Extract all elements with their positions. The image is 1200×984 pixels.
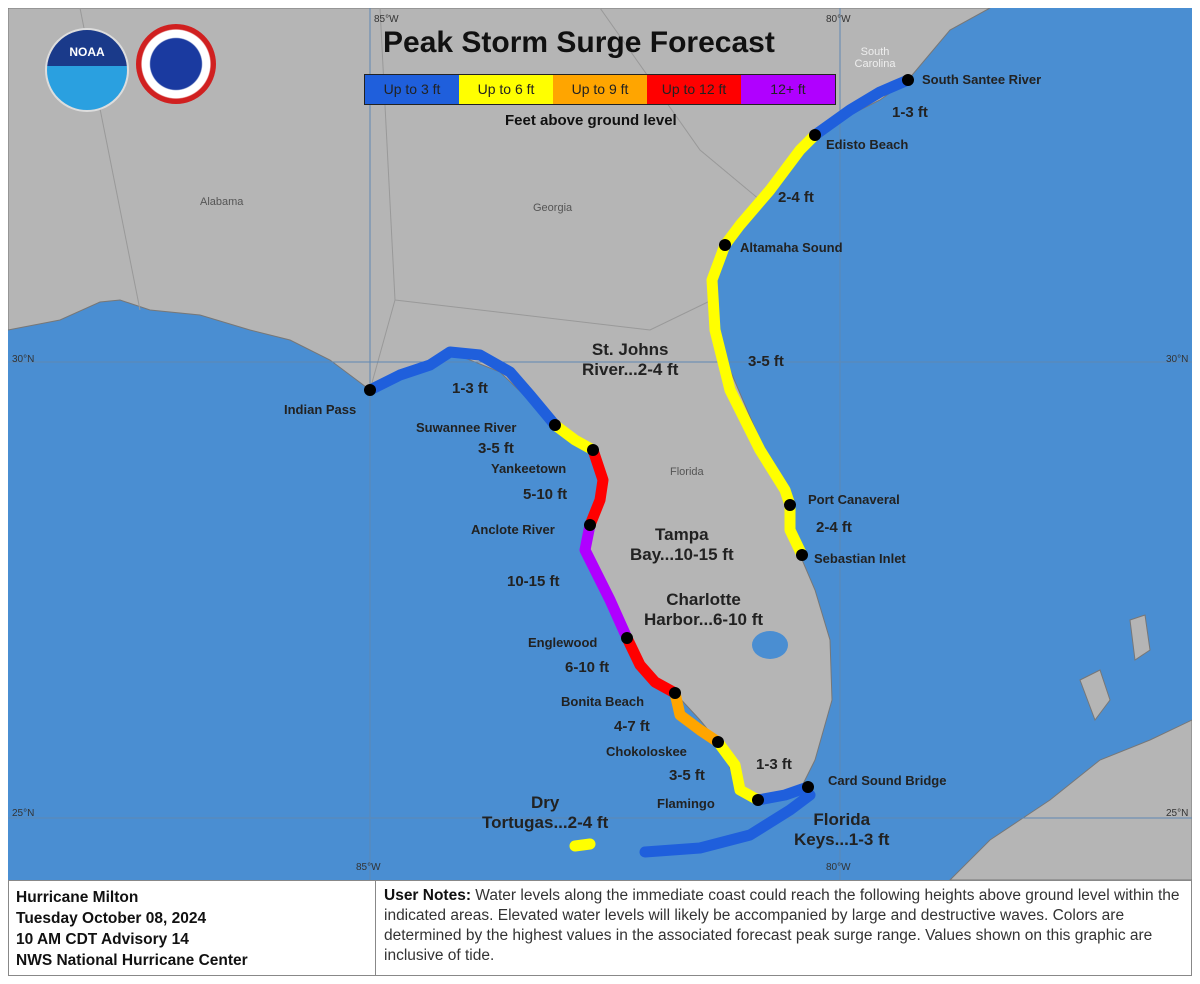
gridlines [8,8,1192,880]
surge-value: 6-10 ft [565,659,610,676]
surge-value: 4-7 ft [614,718,650,735]
grid-label: 85°W [374,14,399,25]
location-label: Flamingo [657,796,715,811]
legend-item-12-plus: 12+ ft [741,75,835,104]
location-marker [752,794,764,806]
surge-value: 3-5 ft [669,767,705,784]
grid-label: 25°N [1166,808,1189,819]
surge-value: 3-5 ft [748,353,784,370]
surge-segment [706,129,821,511]
surge-value: 5-10 ft [523,486,568,503]
surge-segment [569,838,596,852]
area-label-charlotte-harbor: Charlotte Harbor...6-10 ft [644,590,764,629]
land-cuba [949,719,1192,880]
map-title: Peak Storm Surge Forecast [383,26,775,59]
location-label: Chokoloskee [606,744,687,759]
location-label: Suwannee River [416,420,517,435]
surge-value: 2-4 ft [816,519,852,536]
nws-logo [136,24,216,104]
area-label-dry-tortugas: Dry Tortugas...2-4 ft [482,793,609,832]
land-bahamas [1079,614,1151,722]
map-canvas [8,8,1192,880]
surge-value: 2-4 ft [778,189,814,206]
surge-value: 3-5 ft [478,440,514,457]
surge-segment [364,346,561,431]
lake-okeechobee [752,631,788,659]
grid-label: 80°W [826,14,851,25]
location-marker [809,129,821,141]
location-label: Edisto Beach [826,137,909,152]
surge-segment [809,74,914,141]
noaa-logo: NOAA [45,28,129,112]
issuing-center: NWS National Hurricane Center [16,952,248,969]
location-marker [669,687,681,699]
surge-segment [669,687,724,748]
location-label: Yankeetown [491,461,567,476]
surge-value: 1-3 ft [892,104,928,121]
storm-name: Hurricane Milton [16,889,139,906]
grid-label: 85°W [356,862,381,873]
legend-item-up-to-12: Up to 12 ft [647,75,741,104]
surge-segment [621,632,681,699]
state-label: Georgia [533,202,573,214]
info-footer: Hurricane Milton Tuesday October 08, 202… [8,880,1192,976]
location-label: Card Sound Bridge [828,773,947,788]
location-label: Anclote River [471,522,555,537]
grid-label: 25°N [12,808,35,819]
legend-item-up-to-6: Up to 6 ft [459,75,553,104]
location-marker [784,499,796,511]
surge-segment [712,736,764,806]
location-label: Sebastian Inlet [814,551,906,566]
location-marker [549,419,561,431]
location-marker [902,74,914,86]
surge-segment [579,519,633,644]
surge-segment [784,499,808,561]
location-marker [796,549,808,561]
location-marker [621,632,633,644]
legend-subtitle: Feet above ground level [505,112,677,129]
grid-label: 80°W [826,862,851,873]
surge-value: 10-15 ft [507,573,560,590]
surge-segment [752,781,814,806]
state-label: Florida [670,466,704,478]
grid-label: 30°N [12,354,35,365]
location-marker [364,384,376,396]
location-marker [712,736,724,748]
legend: Up to 3 ft Up to 6 ft Up to 9 ft Up to 1… [364,74,836,105]
legend-item-up-to-9: Up to 9 ft [553,75,647,104]
area-label-florida-keys: Florida Keys...1-3 ft [794,810,890,849]
surge-segment [639,789,816,858]
area-label-st-johns: St. Johns River...2-4 ft [582,340,679,379]
location-marker [719,239,731,251]
advisory-number: 10 AM CDT Advisory 14 [16,931,189,948]
location-label: Port Canaveral [808,492,900,507]
legend-item-up-to-3: Up to 3 ft [365,75,459,104]
grid-label: 30°N [1166,354,1189,365]
location-marker [587,444,599,456]
surge-segment [549,419,599,456]
state-borders [79,8,761,391]
advisory-date: Tuesday October 08, 2024 [16,910,207,927]
surge-value: 1-3 ft [452,380,488,397]
area-label-tampa-bay: Tampa Bay...10-15 ft [630,525,734,564]
location-marker [584,519,596,531]
location-label: Bonita Beach [561,694,645,709]
state-label: South Carolina [854,46,896,70]
location-label: Altamaha Sound [740,240,843,255]
location-label: Indian Pass [284,402,357,417]
storm-info: Hurricane Milton Tuesday October 08, 202… [9,881,376,975]
state-label: Alabama [200,196,244,208]
location-label: South Santee River [922,72,1042,87]
surge-value: 1-3 ft [756,756,792,773]
surge-segment [584,444,609,531]
location-label: Englewood [528,635,598,650]
location-marker [802,781,814,793]
user-notes: User Notes: Water levels along the immed… [384,887,1180,964]
